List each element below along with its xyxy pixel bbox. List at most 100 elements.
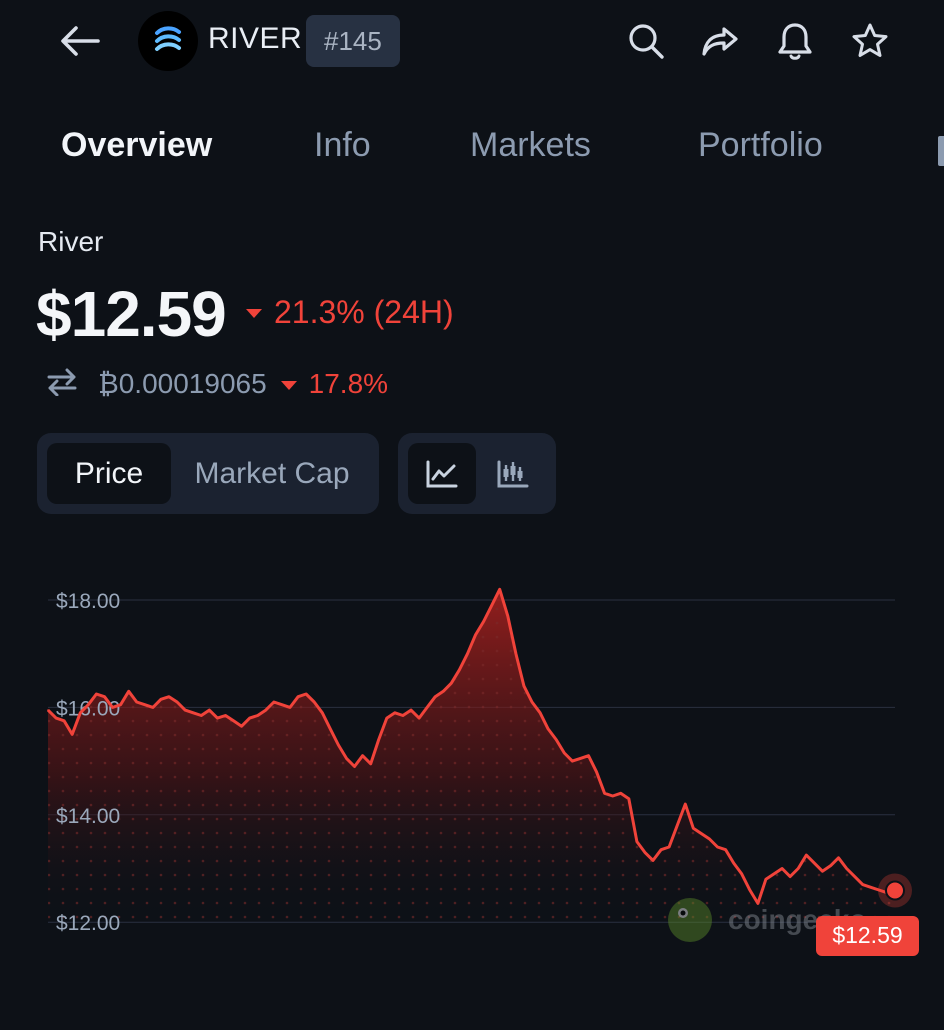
price-point: [829, 865, 832, 867]
price-point: [660, 848, 662, 851]
price-point: [313, 701, 316, 703]
price-point: [482, 620, 485, 623]
price-point: [71, 733, 73, 736]
price-point: [192, 711, 194, 714]
chart-type-toggle: [398, 433, 556, 514]
swap-icon[interactable]: [46, 368, 78, 401]
back-arrow-icon[interactable]: [56, 20, 104, 62]
btc-change: 17.8%: [280, 368, 389, 400]
price-point: [861, 883, 864, 886]
y-tick-label: $14.00: [56, 805, 120, 828]
price-point: [515, 652, 517, 655]
price-point: [466, 652, 469, 655]
price-point: [676, 824, 678, 827]
line-chart-icon[interactable]: [408, 443, 476, 504]
price-line: [46, 587, 896, 905]
tab-info[interactable]: Info: [314, 126, 371, 164]
price-point: [740, 873, 743, 875]
price-point: [289, 706, 291, 709]
y-tick-label: $12.00: [56, 912, 120, 935]
price-point: [587, 754, 590, 757]
price-point: [571, 760, 574, 762]
price-point: [305, 693, 307, 695]
price-point: [474, 634, 477, 636]
price-point: [684, 803, 687, 805]
price-point: [757, 902, 759, 905]
price-point: [853, 875, 856, 878]
price-point: [152, 706, 154, 709]
price-point: [636, 840, 638, 843]
search-icon[interactable]: [624, 18, 668, 64]
price-point: [805, 854, 808, 856]
price-point: [539, 711, 541, 714]
price-point: [281, 703, 283, 706]
coin-symbol: RIVER: [208, 22, 303, 55]
price-point: [716, 846, 719, 848]
rank-badge: #145: [306, 15, 400, 67]
price-point: [563, 752, 566, 754]
last-price-badge: $12.59: [816, 916, 919, 956]
tab-markets[interactable]: Markets: [470, 126, 591, 164]
price-point: [595, 771, 598, 773]
price-point: [321, 711, 324, 714]
last-price-badge-text: $12.59: [832, 922, 902, 948]
price-point: [402, 714, 404, 717]
price-point: [144, 703, 146, 706]
tab-overflow[interactable]: [938, 136, 944, 166]
price-point: [878, 889, 880, 891]
price-point: [47, 709, 49, 711]
price-point: [216, 717, 219, 719]
price-point: [507, 615, 509, 617]
price-point: [789, 875, 791, 878]
price-point: [732, 862, 735, 864]
asset-name: River: [38, 226, 104, 257]
price-point: [498, 588, 501, 591]
price-point: [240, 725, 243, 727]
market-cap-toggle[interactable]: Market Cap: [194, 456, 350, 490]
price-point: [377, 738, 380, 741]
down-caret-icon: [246, 309, 262, 318]
price-point: [345, 757, 348, 760]
price-point: [55, 717, 57, 719]
price-point: [813, 862, 816, 864]
price-point: [168, 695, 170, 698]
price-point: [724, 848, 727, 851]
price-point: [224, 714, 227, 717]
price-point: [127, 690, 130, 693]
price-change-24h: 21.3% (24H): [246, 294, 454, 331]
tab-bar: Overview Info Markets Portfolio: [0, 110, 944, 180]
tab-overview[interactable]: Overview: [61, 126, 213, 164]
price-point: [369, 762, 372, 765]
bell-icon[interactable]: [773, 18, 817, 64]
share-icon[interactable]: [698, 18, 742, 64]
price-change-value: 21.3% (24H): [274, 294, 454, 330]
btc-price-row: ₿0.00019065 17.8%: [46, 364, 388, 404]
btc-change-value: 17.8%: [308, 368, 389, 399]
candlestick-chart-icon[interactable]: [480, 443, 546, 504]
price-point: [458, 669, 461, 671]
price-point: [79, 711, 82, 714]
price-point: [329, 728, 332, 730]
price-point: [531, 701, 533, 703]
price-chart[interactable]: $18.00 $16.00 $14.00 $12.00 coingecko $12.5…: [0, 560, 944, 990]
price-toggle[interactable]: Price: [47, 443, 171, 504]
price-point: [119, 703, 122, 706]
price-point: [135, 701, 138, 703]
top-bar: RIVER #145: [0, 0, 944, 84]
price-point: [837, 856, 840, 859]
price-point: [176, 701, 178, 703]
current-price: $12.59: [36, 278, 227, 350]
y-tick-label: $16.00: [56, 697, 120, 720]
price-point: [870, 886, 872, 889]
last-price-marker: [885, 880, 905, 901]
price-point: [749, 889, 751, 891]
price-point: [87, 703, 90, 706]
price-point: [353, 765, 356, 768]
price-point: [619, 792, 622, 795]
price-point: [821, 870, 824, 872]
price-point: [297, 695, 299, 698]
star-icon[interactable]: [848, 18, 892, 64]
tab-portfolio[interactable]: Portfolio: [698, 126, 823, 164]
metric-toggle: Price Market Cap: [37, 433, 379, 514]
price-point: [611, 795, 614, 797]
